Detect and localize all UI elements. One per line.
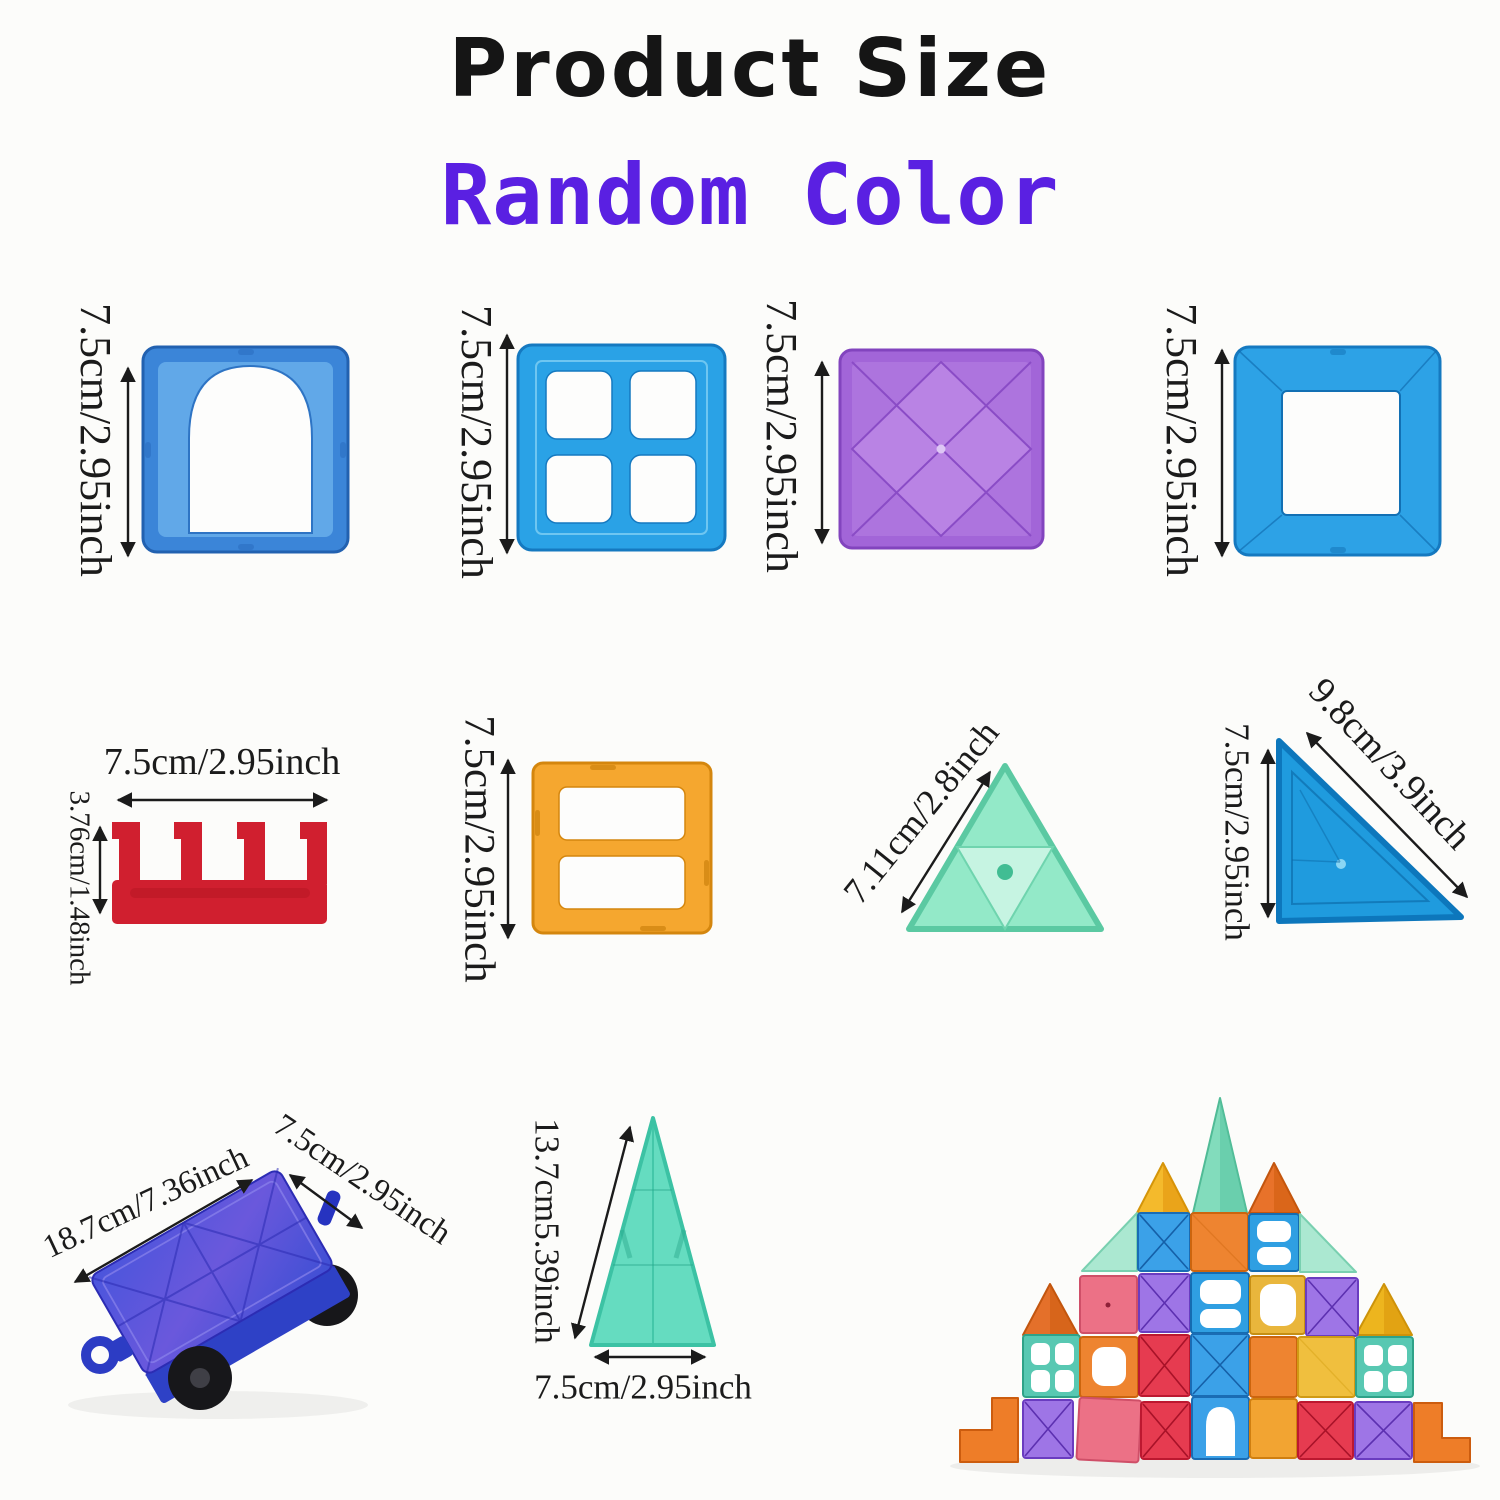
four-pane-window-tile-height-label: 7.5cm/2.95inch: [452, 305, 501, 579]
faceted-square-tile-height-label: 7.5cm/2.95inch: [757, 299, 806, 573]
open-frame-tile-graphic: [1233, 345, 1442, 557]
car-length-arrow: [73, 1178, 254, 1284]
cone-height-label: 13.7cm5.39inch: [527, 1118, 567, 1344]
two-pane-window-tile-height-label: 7.5cm/2.95inch: [455, 715, 503, 983]
page-title: Product Size: [448, 22, 1052, 115]
right-triangle-height-label: 7.5cm/2.95inch: [1217, 723, 1257, 941]
fence-piece-width-label: 7.5cm/2.95inch: [103, 741, 341, 783]
four-pane-window-tile-graphic: [516, 343, 727, 552]
car-width-arrow: [288, 1174, 364, 1229]
castle-row-2: [1079, 1272, 1359, 1337]
tall-cone-tile-graphic: [589, 1116, 716, 1347]
car-tow-ring: [81, 1336, 119, 1374]
car-peg: [317, 1190, 341, 1226]
equilateral-triangle-side-arrow: [900, 770, 992, 914]
castle-row-1: [1081, 1212, 1357, 1273]
two-pane-window-tile-graphic: [531, 761, 713, 935]
castle-row-3: [1022, 1333, 1414, 1398]
cone-height-arrow: [570, 1125, 635, 1340]
castle-example-graphic: [950, 1097, 1480, 1478]
cone-width-label: 7.5cm/2.95inch: [534, 1367, 752, 1407]
open-frame-tile-height-label: 7.5cm/2.95inch: [1157, 303, 1206, 577]
fence-piece-graphic: [112, 822, 327, 924]
faceted-square-tile-graphic: [838, 348, 1045, 550]
right-triangle-hypotenuse-arrow: [1305, 731, 1469, 899]
arch-tile-graphic: [141, 345, 350, 554]
castle-row-4: [959, 1396, 1471, 1464]
arch-tile-height-label: 7.5cm/2.95inch: [71, 303, 120, 577]
fence-piece-height-label: 3.76cm/1.48inch: [63, 790, 96, 986]
page-subtitle: Random Color: [440, 146, 1060, 244]
